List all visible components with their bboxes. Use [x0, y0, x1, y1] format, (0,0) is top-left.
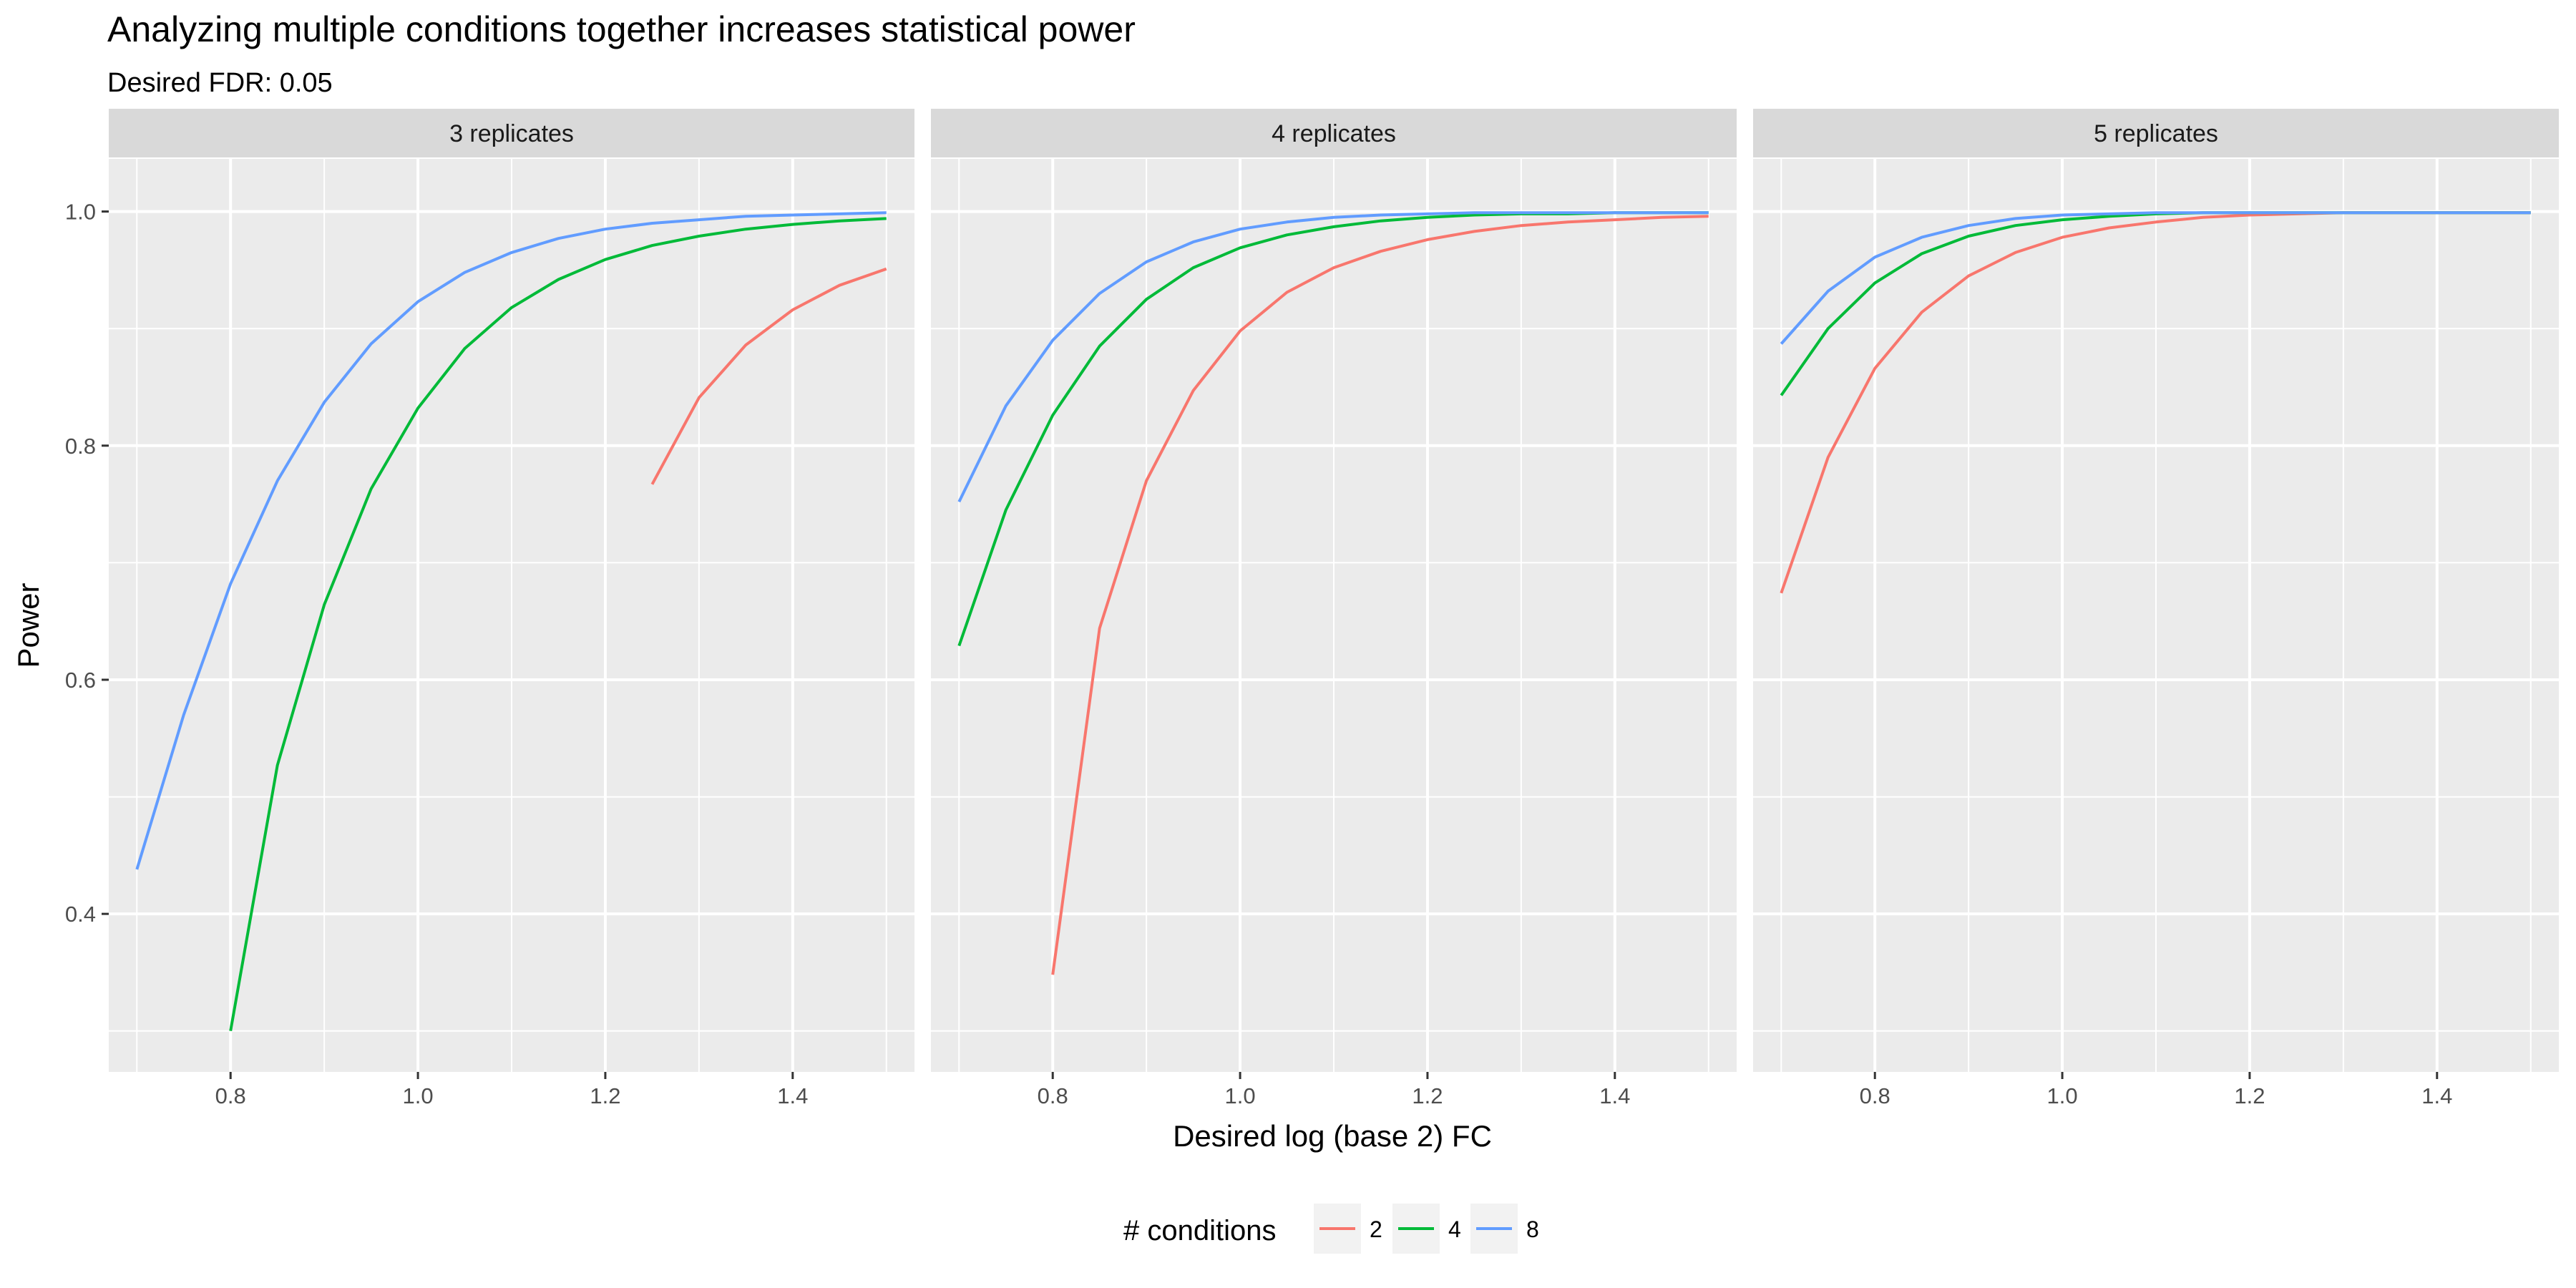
facet-strip	[931, 109, 1737, 157]
facet-strip	[109, 109, 914, 157]
x-tick-label: 1.2	[590, 1083, 620, 1108]
legend-label: 2	[1370, 1216, 1382, 1242]
x-tick-label: 1.4	[2421, 1083, 2452, 1108]
y-tick-label: 0.6	[65, 668, 96, 693]
chart-subtitle: Desired FDR: 0.05	[107, 68, 333, 98]
x-axis-title: Desired log (base 2) FC	[1173, 1119, 1492, 1153]
y-axis-title: Power	[11, 582, 45, 668]
facet-strip	[1753, 109, 2559, 157]
x-tick-label: 1.4	[777, 1083, 808, 1108]
legend: # conditions 2 4 8	[1123, 1204, 1539, 1254]
legend-title: # conditions	[1123, 1215, 1276, 1246]
x-tick-label: 0.8	[215, 1083, 246, 1108]
series-line-8-conditions	[1780, 211, 2531, 345]
chart-title: Analyzing multiple conditions together i…	[107, 9, 1136, 49]
legend-item-2: 2	[1314, 1204, 1382, 1254]
series-line-2-conditions	[650, 267, 887, 485]
y-tick-label: 0.4	[65, 902, 96, 927]
legend-item-4: 4	[1392, 1204, 1461, 1254]
series-line-8-conditions	[135, 211, 887, 870]
series-line-8-conditions	[957, 211, 1709, 503]
facet-strip-label: 4 replicates	[1272, 120, 1396, 147]
y-tick-label: 0.8	[65, 434, 96, 459]
facet-panel: 5 replicates 0.8 1.0 1.2 1.4	[1753, 109, 2559, 1108]
x-tick-label: 1.0	[2047, 1083, 2078, 1108]
series-line-2-conditions	[1051, 215, 1709, 975]
series-line-4-conditions	[229, 217, 887, 1032]
facet-strip-label: 5 replicates	[2094, 120, 2218, 147]
y-tick-label: 1.0	[65, 200, 96, 225]
facet-panel: 4 replicates 0.8 1.0 1.2 1.4	[931, 109, 1737, 1108]
x-tick-label: 1.2	[1412, 1083, 1443, 1108]
facet-panel: 3 replicates 0.8 1.0 1.2 1.4 0.4 0.6 0.8 1.0	[65, 109, 914, 1108]
facet-strip-label: 3 replicates	[449, 120, 574, 147]
x-tick-label: 1.2	[2234, 1083, 2265, 1108]
legend-label: 4	[1448, 1216, 1461, 1242]
x-tick-label: 1.0	[1225, 1083, 1256, 1108]
x-tick-label: 0.8	[1860, 1083, 1890, 1108]
x-tick-label: 1.0	[403, 1083, 434, 1108]
legend-label: 8	[1526, 1216, 1539, 1242]
legend-item-8: 8	[1470, 1204, 1539, 1254]
x-tick-label: 1.4	[1599, 1083, 1630, 1108]
x-tick-label: 0.8	[1038, 1083, 1068, 1108]
